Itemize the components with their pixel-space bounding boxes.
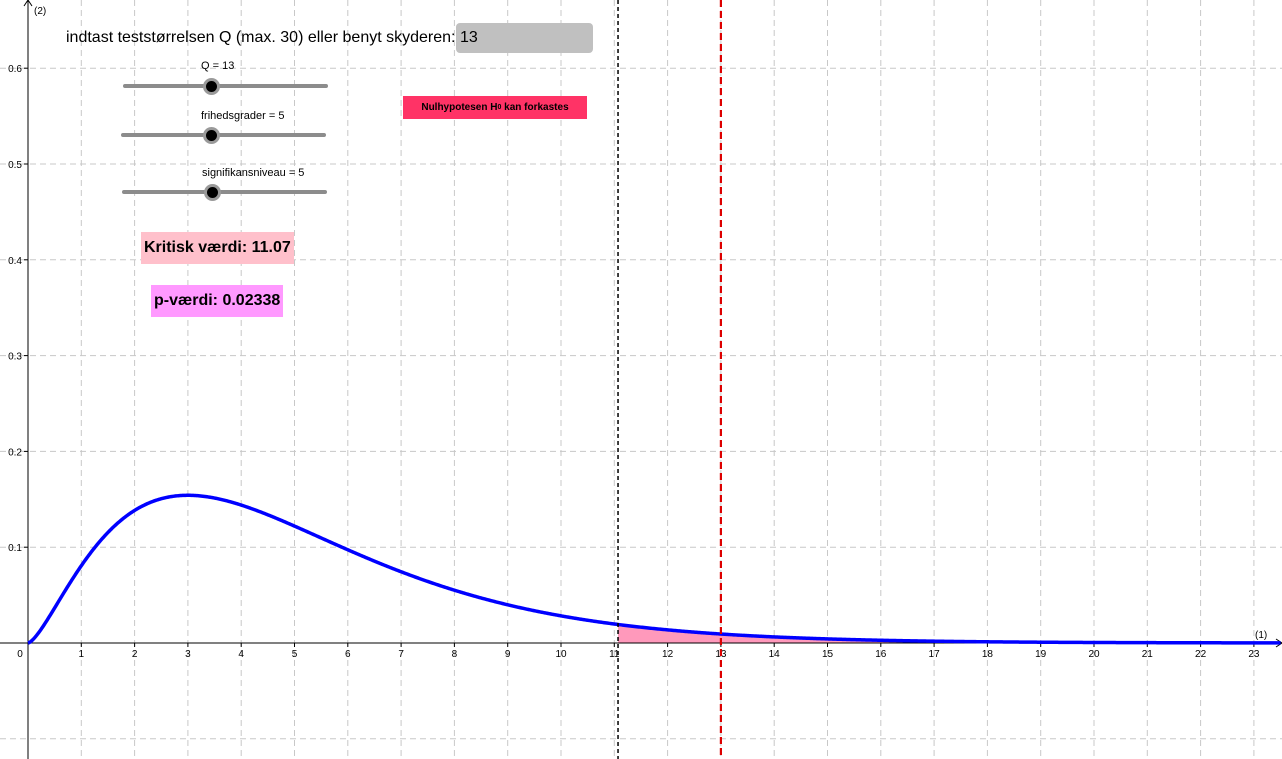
x-tick-label: 17 xyxy=(929,649,941,660)
x-tick-label: 18 xyxy=(982,649,994,660)
x-tick-label: 0 xyxy=(17,649,23,660)
slider-q-label: Q = 13 xyxy=(201,60,235,72)
x-tick-label: 4 xyxy=(238,649,244,660)
y-axis-arrow xyxy=(23,0,33,7)
x-tick-label: 19 xyxy=(1035,649,1047,660)
slider-df-track[interactable] xyxy=(121,133,326,137)
x-tick-label: 23 xyxy=(1248,649,1260,660)
q-input[interactable] xyxy=(456,23,593,53)
y-tick-label: 0.3 xyxy=(8,352,22,363)
x-tick-label: 7 xyxy=(398,649,404,660)
x-axis-label: (1) xyxy=(1255,630,1267,641)
x-tick-label: 15 xyxy=(822,649,834,660)
density-curve xyxy=(27,493,1281,645)
x-tick-label: 22 xyxy=(1195,649,1207,660)
x-tick-label: 14 xyxy=(769,649,781,660)
slider-alpha-track[interactable] xyxy=(122,190,327,194)
slider-df-knob[interactable] xyxy=(203,127,220,144)
y-tick-label: 0.1 xyxy=(8,543,22,554)
x-axis-arrow xyxy=(1275,638,1282,648)
y-tick-label: 0.5 xyxy=(8,160,22,171)
x-tick-label: 6 xyxy=(345,649,351,660)
x-tick-label: 9 xyxy=(505,649,511,660)
x-tick-label: 11 xyxy=(609,649,620,660)
x-tick-label: 3 xyxy=(185,649,191,660)
x-tick-label: 1 xyxy=(79,649,85,660)
x-tick-label: 10 xyxy=(555,649,567,660)
verdict-text: Nulhypotesen H xyxy=(421,102,498,113)
y-tick-label: 0.6 xyxy=(8,64,22,75)
x-tick-label: 5 xyxy=(292,649,298,660)
slider-alpha-label: signifikansniveau = 5 xyxy=(202,167,305,179)
verdict-subscript: 0 xyxy=(497,104,502,111)
y-tick-label: 0.4 xyxy=(8,256,22,267)
p-value-box: p-værdi: 0.02338 xyxy=(151,285,284,317)
y-tick-label: 0.2 xyxy=(8,447,22,458)
x-tick-label: 2 xyxy=(132,649,138,660)
critical-value-box: Kritisk værdi: 11.07 xyxy=(141,232,294,264)
slider-alpha-knob[interactable] xyxy=(204,184,221,201)
x-tick-label: 21 xyxy=(1142,649,1154,660)
vertical-lines xyxy=(617,0,723,759)
verdict-text-after: kan forkastes xyxy=(504,102,569,113)
x-tick-label: 8 xyxy=(452,649,458,660)
x-tick-label: 20 xyxy=(1088,649,1100,660)
input-label: indtast teststørrelsen Q (max. 30) eller… xyxy=(66,29,456,46)
x-tick-label: 12 xyxy=(662,649,674,660)
slider-q-track[interactable] xyxy=(123,84,328,88)
slider-df-label: frihedsgrader = 5 xyxy=(201,110,285,122)
y-axis-label: (2) xyxy=(34,6,46,17)
x-tick-label: 16 xyxy=(875,649,887,660)
slider-q-knob[interactable] xyxy=(203,78,220,95)
tick-labels: (1)(2)0123456789101112131415161718192021… xyxy=(8,6,1267,660)
